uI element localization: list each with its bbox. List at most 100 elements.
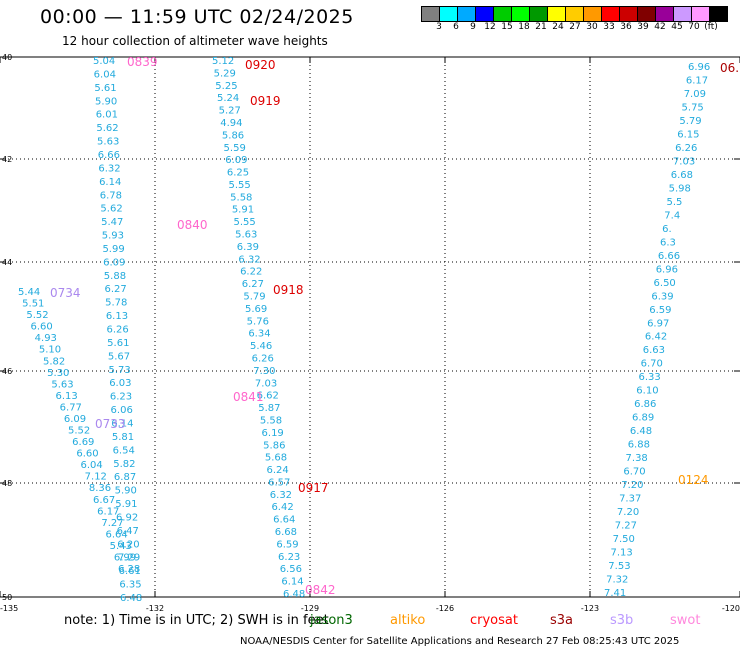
legend-label: 21	[535, 22, 547, 32]
legend-swatch	[709, 6, 728, 22]
lon-label: -132	[146, 604, 164, 613]
wave-height-label: 5.58	[230, 192, 252, 203]
wave-height-label: 5.63	[97, 137, 119, 148]
wave-height-label: 7.4	[664, 210, 680, 221]
legend-label: 70	[688, 22, 700, 32]
wave-height-label: 5.27	[219, 106, 241, 117]
wave-height-label: 5.91	[232, 205, 254, 216]
wave-height-label: 6.22	[240, 267, 262, 278]
wave-height-label: 6.48	[630, 426, 652, 437]
wave-height-label: 5.46	[250, 341, 272, 352]
wave-height-label: 7.32	[606, 575, 628, 586]
wave-height-label: 6.	[662, 224, 672, 235]
wave-height-label: 6.42	[271, 502, 293, 513]
wave-height-label: 6.66	[658, 251, 680, 262]
wave-height-label: 5.58	[260, 415, 282, 426]
wave-height-label: 5.99	[102, 244, 124, 255]
wave-height-label: 6.56	[280, 564, 302, 575]
wave-height-label: 6.14	[111, 418, 133, 429]
wave-height-label: 5.86	[263, 440, 285, 451]
wave-height-label: 6.96	[656, 264, 678, 275]
legend-label: 30	[586, 22, 598, 32]
wave-height-label: 6.17	[686, 75, 708, 86]
wave-height-label: 6.15	[677, 129, 699, 140]
pass-time-label: 0920	[245, 58, 276, 72]
wave-height-label: 6.42	[645, 332, 667, 343]
wave-height-label: 5.61	[107, 338, 129, 349]
wave-height-label: 6.23	[278, 552, 300, 563]
wave-height-label: 6.25	[227, 168, 249, 179]
wave-height-label: 5.93	[102, 231, 124, 242]
wave-height-label: 5.78	[105, 298, 127, 309]
wave-height-label: 6.57	[268, 477, 290, 488]
legend-label: 36	[620, 22, 632, 32]
pass-time-label: 0839	[127, 55, 158, 69]
legend-label: 39	[637, 22, 649, 32]
wave-height-label: 6.63	[643, 345, 665, 356]
wave-height-label: 5.67	[108, 351, 130, 362]
wave-height-label: 8.36	[89, 483, 111, 494]
wave-height-label: 7.27	[101, 518, 123, 529]
wave-height-label: 7.37	[619, 494, 641, 505]
legend-label: 15	[501, 22, 513, 32]
wave-height-label: 6.48	[120, 593, 142, 604]
map-title: 00:00 — 11:59 UTC 02/24/2025	[40, 6, 354, 28]
wave-height-label: 6.61	[119, 566, 141, 577]
wave-height-label: 6.10	[636, 386, 658, 397]
credit-line: NOAA/NESDIS Center for Satellite Applica…	[240, 636, 680, 647]
wave-height-label: 5.82	[43, 356, 65, 367]
wave-height-label: 6.54	[113, 445, 135, 456]
wave-height-label: 6.04	[94, 69, 116, 80]
wave-height-label: 5.25	[215, 81, 237, 92]
lon-label: -129	[301, 604, 319, 613]
wave-height-label: 6.13	[56, 391, 78, 402]
wave-height-label: 5.82	[113, 459, 135, 470]
wave-height-label: 5.88	[104, 271, 126, 282]
satellite-name: altiko	[390, 613, 426, 628]
lat-label: 46	[2, 367, 12, 376]
wave-height-label: 7.27	[615, 521, 637, 532]
wave-height-label: 5.61	[94, 83, 116, 94]
wave-height-label: 6.78	[100, 190, 122, 201]
wave-height-label: 6.68	[671, 170, 693, 181]
pass-time-label: 0919	[250, 94, 281, 108]
pass-time-label: 0918	[273, 283, 304, 297]
legend-label: 45	[671, 22, 683, 32]
wave-height-label: 5.63	[235, 230, 257, 241]
wave-height-label: 5.59	[224, 143, 246, 154]
pass-time-label: 0842	[305, 583, 336, 597]
wave-height-label: 5.81	[112, 432, 134, 443]
wave-height-label: 6.01	[96, 110, 118, 121]
wave-height-label: 7.13	[610, 548, 632, 559]
wave-height-label: 7.03	[255, 378, 277, 389]
pass-time-label: 0840	[177, 218, 208, 232]
wave-height-label: 5.52	[68, 426, 90, 437]
wave-height-label: 6.19	[262, 428, 284, 439]
wave-height-label: 6.34	[248, 329, 270, 340]
wave-height-label: 6.77	[60, 402, 82, 413]
wave-height-label: 5.12	[212, 56, 234, 67]
wave-height-label: 6.70	[623, 467, 645, 478]
wave-height-label: 6.86	[634, 399, 656, 410]
wave-height-label: 7.20	[617, 507, 639, 518]
wave-height-label: 6.88	[628, 440, 650, 451]
wave-height-label: 6.32	[270, 490, 292, 501]
wave-height-label: 5.04	[93, 56, 115, 67]
wave-height-label: 7.20	[621, 480, 643, 491]
wave-height-label: 6.03	[109, 378, 131, 389]
wave-height-label: 6.87	[114, 472, 136, 483]
wave-height-label: 7.03	[673, 156, 695, 167]
wave-height-label: 5.62	[96, 123, 118, 134]
wave-height-label: 6.69	[72, 437, 94, 448]
lon-label: -126	[436, 604, 454, 613]
wave-height-label: 4.94	[220, 118, 242, 129]
wave-height-label: 6.14	[281, 577, 303, 588]
wave-height-label: 5.24	[217, 93, 239, 104]
wave-height-label: 5.79	[679, 116, 701, 127]
wave-height-label: 6.60	[31, 322, 53, 333]
wave-height-label: 6.26	[252, 353, 274, 364]
pass-time-label: 0733	[95, 417, 126, 431]
legend-label: 33	[603, 22, 615, 32]
lon-label: -123	[581, 604, 599, 613]
wave-height-label: 6.62	[257, 391, 279, 402]
